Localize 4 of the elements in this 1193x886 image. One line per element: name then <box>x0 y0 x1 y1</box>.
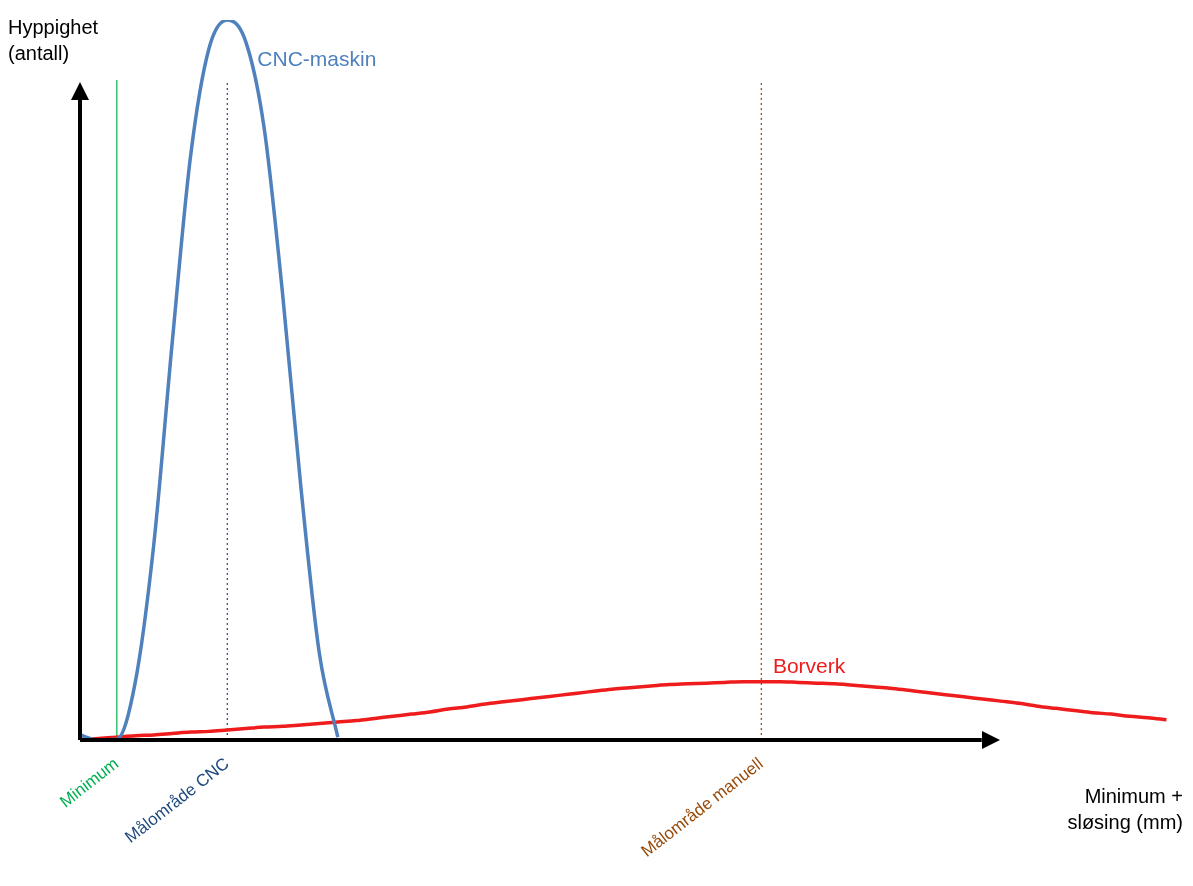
series-label: Borverk <box>772 654 846 678</box>
x-axis-title: Minimum + sløsing (mm) <box>1066 784 1183 835</box>
series-label: CNC-maskin <box>257 46 377 70</box>
y-axis-title: Hyppighet (antall) <box>8 15 100 66</box>
